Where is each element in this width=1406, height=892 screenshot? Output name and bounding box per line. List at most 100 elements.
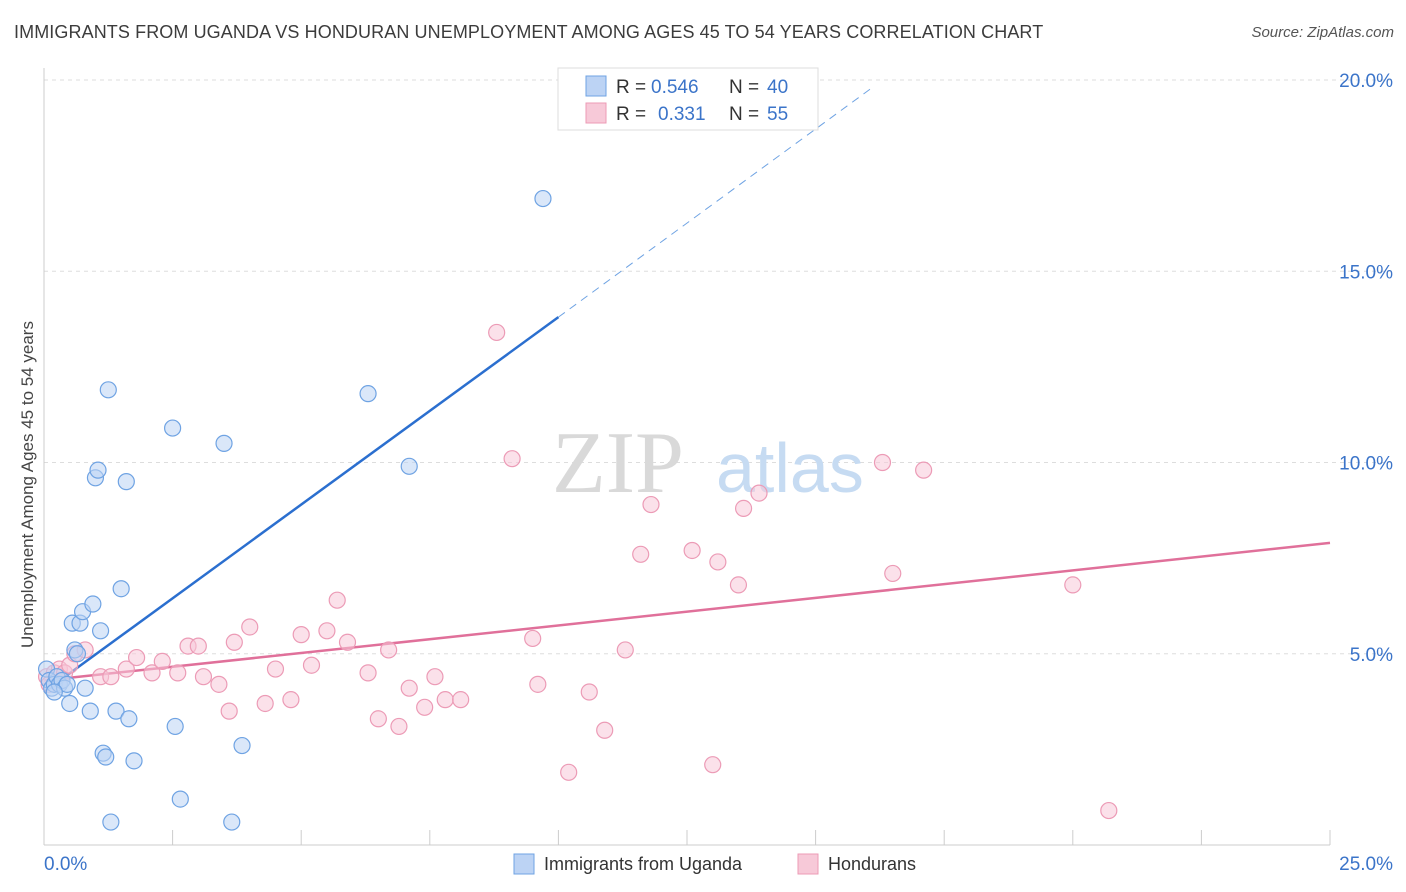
uganda-point: [89, 461, 107, 479]
uganda-point: [107, 702, 125, 720]
uganda-point: [166, 717, 184, 736]
honduran-point: [873, 453, 892, 472]
uganda-point: [84, 595, 102, 613]
honduran-point: [529, 675, 547, 693]
y-tick-label: 15.0%: [1339, 262, 1393, 283]
honduran-point: [436, 691, 454, 709]
honduran-point: [632, 545, 650, 563]
stats-legend: R = 0.546 N = 40 R = 0.331 N = 55: [557, 67, 819, 131]
y-tick-label: 20.0%: [1339, 71, 1393, 92]
watermark-atlas: atlas: [716, 429, 864, 507]
source-label: Source: ZipAtlas.com: [1251, 24, 1394, 41]
uganda-point: [102, 813, 120, 831]
honduran-point: [380, 641, 398, 659]
honduran-point: [416, 698, 434, 716]
uganda-point: [164, 419, 182, 437]
uganda-point: [215, 434, 233, 452]
uganda-point: [45, 683, 63, 701]
legend-n-label-2: N =: [729, 104, 759, 125]
y-tick-labels: 5.0% 10.0% 15.0% 20.0%: [1339, 71, 1393, 666]
x-tick-label: 25.0%: [1339, 854, 1393, 875]
honduran-point: [560, 763, 578, 781]
honduran-point: [102, 668, 120, 686]
honduran-point: [616, 641, 634, 659]
axes: [43, 68, 1331, 846]
uganda-point: [97, 748, 115, 766]
y-tick-label: 10.0%: [1339, 454, 1393, 475]
uganda-point: [61, 694, 79, 713]
honduran-point: [338, 633, 357, 651]
uganda-point: [359, 385, 377, 403]
honduran-point: [127, 648, 146, 667]
legend-r-label-2: R =: [616, 104, 646, 125]
honduran-point: [220, 702, 238, 720]
honduran-point: [683, 541, 701, 560]
honduran-point: [143, 664, 161, 682]
series-legend: Immigrants from Uganda Hondurans: [513, 853, 916, 875]
y-tick-label: 5.0%: [1350, 645, 1393, 666]
honduran-point: [642, 495, 660, 514]
uganda-point: [223, 813, 241, 831]
uganda-point: [120, 710, 138, 728]
series-legend-swatch-uganda: [513, 853, 535, 875]
honduran-point: [709, 553, 727, 571]
legend-n-label-1: N =: [729, 77, 759, 98]
legend-r-value-2: 0.331: [658, 104, 706, 125]
honduran-point: [452, 691, 470, 709]
legend-swatch-pink: [585, 102, 607, 124]
uganda-point: [76, 679, 94, 697]
honduran-point: [524, 629, 542, 648]
trend-lines: [43, 87, 1331, 694]
honduran-point: [580, 683, 598, 701]
honduran-point: [488, 323, 506, 342]
honduran-point: [704, 756, 722, 774]
honduran-point: [194, 668, 213, 686]
chart-title: IMMIGRANTS FROM UGANDA VS HONDURAN UNEMP…: [14, 22, 1044, 42]
uganda-trend-extension: [558, 87, 873, 318]
legend-swatch-blue: [585, 75, 607, 97]
honduran-point: [241, 618, 259, 636]
legend-r-label-1: R =: [616, 77, 646, 98]
honduran-point: [596, 721, 614, 739]
x-tick-label: 0.0%: [44, 854, 87, 875]
honduran-point: [117, 660, 135, 678]
uganda-point: [58, 675, 76, 693]
honduran-point: [729, 576, 748, 594]
honduran-point: [328, 591, 346, 609]
series-legend-swatch-hondurans: [797, 853, 819, 875]
legend-n-value-2: 55: [767, 104, 788, 125]
honduran-point: [915, 461, 933, 479]
uganda-point: [171, 790, 189, 808]
honduran-point: [369, 710, 387, 728]
honduran-point: [750, 484, 768, 502]
legend-r-value-1: 0.546: [651, 77, 699, 98]
honduran-point: [153, 652, 171, 671]
legend-n-value-1: 40: [767, 77, 788, 98]
x-tick-labels: 0.0% 25.0%: [44, 854, 1393, 875]
uganda-point: [112, 580, 130, 598]
honduran-point: [884, 564, 902, 583]
honduran-point: [734, 499, 753, 517]
honduran-point: [292, 626, 310, 644]
honduran-point: [189, 637, 207, 655]
uganda-point: [125, 752, 143, 770]
uganda-point: [91, 622, 110, 640]
honduran-point: [225, 633, 243, 651]
honduran-point: [400, 679, 418, 697]
uganda-point: [534, 189, 552, 208]
honduran-point: [282, 691, 300, 709]
watermark: ZIP atlas: [552, 415, 864, 512]
honduran-point: [426, 668, 444, 686]
honduran-point: [266, 660, 285, 678]
honduran-point: [503, 450, 521, 468]
uganda-point: [81, 702, 99, 720]
series-legend-label-hondurans: Hondurans: [828, 854, 916, 874]
uganda-point: [99, 381, 117, 399]
honduran-point: [302, 656, 321, 674]
series-legend-label-uganda: Immigrants from Uganda: [544, 854, 743, 874]
honduran-point: [256, 694, 274, 713]
honduran-point: [169, 664, 187, 682]
uganda-point: [68, 645, 87, 663]
uganda-point: [117, 473, 135, 491]
data-points: [37, 189, 1118, 831]
